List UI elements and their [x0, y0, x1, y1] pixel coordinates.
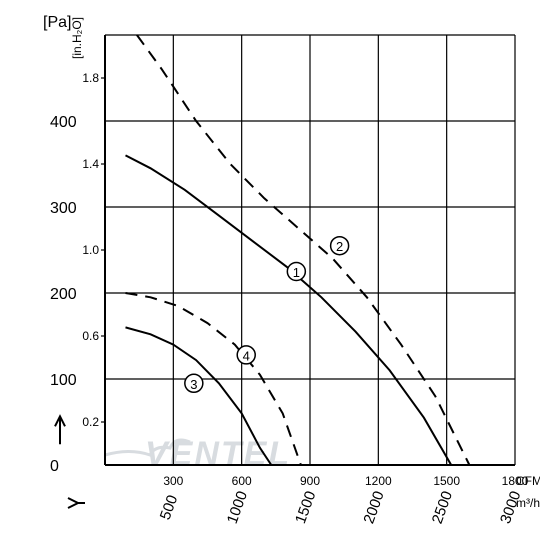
- curve-markers: 1 2 3 4: [185, 237, 349, 393]
- x-tick-cfm: 300: [163, 474, 183, 488]
- grid: [105, 35, 515, 465]
- curve-marker-label-3: 3: [190, 377, 197, 392]
- curve-2: [137, 35, 470, 465]
- y-tick-inh2o: 1.4: [82, 157, 99, 171]
- y-tick-pa: 400: [50, 114, 77, 131]
- curve-marker-label-2: 2: [336, 239, 343, 254]
- y-tick-pa: 100: [50, 372, 77, 389]
- pressure-flow-chart: VENTEL 0 100 200 300 400 [Pa] 0.2 0.6 1.0 1.4 1.8 […: [0, 0, 540, 543]
- y-unit-pa: [Pa]: [43, 14, 71, 31]
- y-tick-pa: 200: [50, 286, 77, 303]
- x-tick-m3h: 500: [157, 493, 182, 522]
- watermark-text: VENTEL: [145, 435, 291, 473]
- y-arrow-icon: [55, 416, 65, 444]
- x-tick-cfm: 900: [300, 474, 320, 488]
- y-tick-inh2o: 1.0: [82, 243, 99, 257]
- y-tick-inh2o: 0.2: [82, 415, 99, 429]
- curve-marker-label-4: 4: [243, 348, 250, 363]
- y-tick-inh2o: 0.6: [82, 329, 99, 343]
- x-tick-cfm: 1200: [365, 474, 392, 488]
- x-tick-cfm: 600: [232, 474, 252, 488]
- y-tick-pa: 0: [50, 458, 59, 475]
- y-tick-inh2o: 1.8: [82, 71, 99, 85]
- y-tick-pa: 300: [50, 200, 77, 217]
- x-tick-m3h: 1500: [292, 489, 319, 526]
- x-unit-m3h: m³/h: [516, 496, 540, 510]
- x-arrow-icon: [68, 498, 85, 508]
- x-tick-m3h: 2500: [429, 489, 456, 526]
- x-tick-m3h: 1000: [224, 489, 251, 526]
- y-unit-inh2o: [in.H₂O]: [70, 17, 84, 59]
- curve-1: [126, 155, 452, 465]
- x-tick-m3h: 2000: [360, 489, 387, 526]
- x-tick-cfm: 1500: [433, 474, 460, 488]
- curve-marker-label-1: 1: [293, 265, 300, 280]
- x-unit-cfm: CFM: [516, 474, 540, 488]
- curves: [126, 35, 470, 465]
